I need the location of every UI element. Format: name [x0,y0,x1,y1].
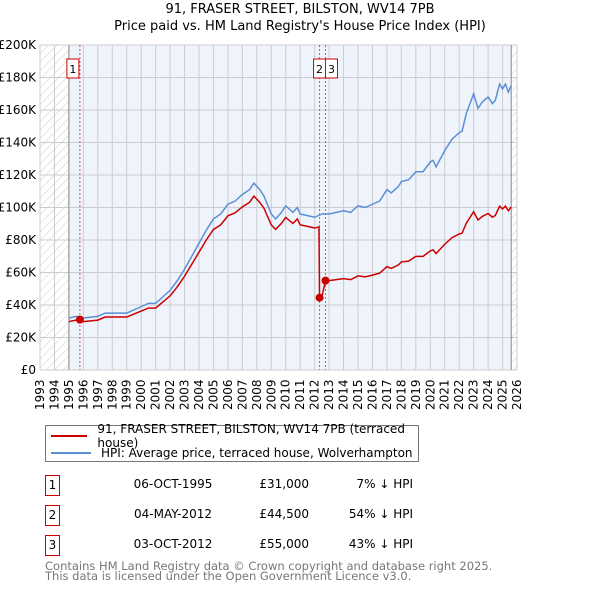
y-tick-label: £80K [5,233,37,247]
x-tick-label: 2012 [308,379,322,410]
sale-price: £44,500 [259,507,309,521]
x-tick-label: 2005 [206,379,220,410]
y-tick-label: £60K [5,266,37,280]
price-paid-line [68,194,512,323]
legend: 91, FRASER STREET, BILSTON, WV14 7PB (te… [45,422,419,462]
sale-label: 3 [328,63,335,76]
x-tick-label: 1996 [76,379,90,410]
x-tick-label: 2019 [409,379,423,410]
x-tick-label: 2015 [351,379,365,410]
sale-date: 06-OCT-1995 [133,477,213,491]
hpi-diff: 43% ↓ HPI [348,537,413,551]
sale-point [75,315,84,324]
x-tick-label: 2016 [365,379,379,410]
sale-label-box [324,58,338,79]
chart-title: 91, FRASER STREET, BILSTON, WV14 7PB [165,2,435,17]
x-tick-label: 2017 [380,379,394,410]
legend-swatch-red [51,434,88,437]
legend-label: 91, FRASER STREET, BILSTON, WV14 7PB (te… [97,421,405,450]
x-tick-label: 2023 [467,379,481,410]
x-tick-label: 2025 [496,379,510,410]
x-tick-label: 2022 [452,379,466,410]
footer-copyright: Contains HM Land Registry data © Crown c… [45,559,493,573]
x-tick-label: 2002 [163,379,177,410]
price-chart: 1993 1994 1995 1996 1997 1998 1999 2000 2001 2002… [0,38,524,410]
y-tick-label: £20K [5,331,37,345]
y-tick-label: £180K [0,71,37,85]
sale-price: £55,000 [259,537,309,551]
y-tick-label: £100K [0,201,37,215]
x-tick-label: 1993 [33,379,47,410]
x-tick-label: 1998 [105,379,119,410]
x-tick-label: 2006 [221,379,235,410]
hpi-diff: 54% ↓ HPI [348,507,413,521]
x-tick-label: 2008 [250,379,264,410]
marker-badge: 3 [45,535,60,556]
x-tick-label: 2009 [264,379,278,410]
sale-date: 04-MAY-2012 [133,507,212,521]
sale-point [321,276,330,285]
x-tick-label: 2024 [481,379,495,410]
x-tick-label: 2007 [235,379,249,410]
transaction-row: 1 06-OCT-1995 £31,000 7% ↓ HPI [45,475,445,496]
marker-badge: 1 [45,475,60,496]
sale-price: £31,000 [259,477,309,491]
sale-date: 03-OCT-2012 [133,537,213,551]
x-tick-label: 2011 [293,379,307,410]
hpi-diff: 7% ↓ HPI [356,477,413,491]
x-tick-label: 2004 [192,379,206,410]
x-tick-label: 2026 [510,379,524,410]
legend-label: HPI: Average price, terraced house, Wolv… [101,445,413,460]
y-tick-label: £40K [5,298,37,312]
y-tick-label: £200K [0,38,37,52]
x-tick-label: 1997 [91,379,105,410]
x-tick-label: 1995 [62,379,76,410]
x-tick-label: 2003 [178,379,192,410]
transaction-row: 3 03-OCT-2012 £55,000 43% ↓ HPI [45,535,445,556]
x-tick-label: 2013 [322,379,336,410]
x-tick-label: 2021 [438,379,452,410]
y-tick-label: £120K [0,168,37,182]
x-tick-label: 2001 [149,379,163,410]
chart-subtitle: Price paid vs. HM Land Registry's House … [114,19,486,34]
footer-licence: This data is licensed under the Open Gov… [45,569,412,583]
hpi-line [68,82,512,319]
marker-badge: 2 [45,505,60,526]
y-tick-label: £160K [0,103,37,117]
x-tick-label: 2018 [394,379,408,410]
x-tick-label: 1994 [47,379,61,410]
x-tick-label: 1999 [120,379,134,410]
legend-item-property: 91, FRASER STREET, BILSTON, WV14 7PB (te… [51,422,418,450]
x-tick-label: 2000 [134,379,148,410]
y-tick-label: £140K [0,136,37,150]
sale-point [315,293,324,302]
sale-label-box [66,58,80,79]
legend-item-hpi: HPI: Average price, terraced house, Wolv… [51,444,413,461]
sale-label: 1 [69,63,76,76]
x-tick-label: 2020 [423,379,437,410]
transaction-row: 2 04-MAY-2012 £44,500 54% ↓ HPI [45,505,445,526]
x-tick-label: 2014 [337,379,351,410]
x-tick-label: 2010 [279,379,293,410]
legend-swatch-blue [51,451,91,454]
sale-label: 2 [316,63,323,76]
y-tick-label: £0 [21,363,36,377]
